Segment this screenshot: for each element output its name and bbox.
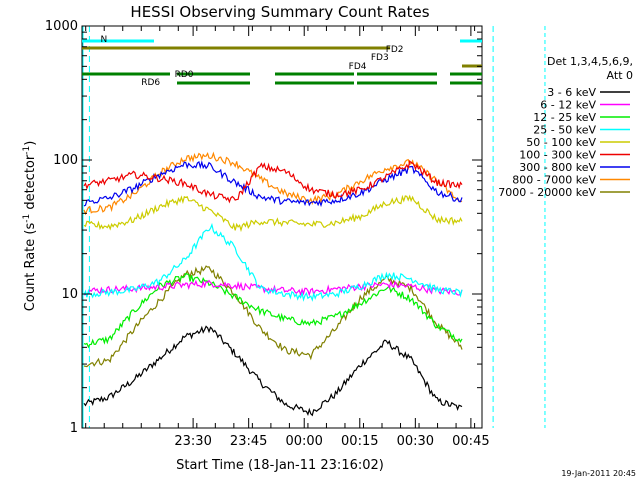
legend-entry-label: 800 - 7000 keV — [512, 174, 596, 187]
y-tick-label: 1 — [70, 421, 78, 436]
y-tick-label: 100 — [53, 153, 78, 168]
legend-entry-label: 300 - 800 keV — [519, 161, 596, 174]
legend-entry-label: 12 - 25 keV — [533, 111, 596, 124]
y-tick-label: 1000 — [45, 19, 78, 34]
series-line — [83, 325, 463, 417]
x-tick-label: 00:45 — [452, 434, 489, 449]
x-tick-label: 00:15 — [341, 434, 378, 449]
flag-label: FD2 — [386, 45, 404, 55]
flag-label: RD6 — [141, 78, 160, 88]
x-axis: 23:30 23:45 00:00 00:15 00:30 00:45 — [85, 26, 490, 449]
flag-label: N — [101, 35, 108, 45]
flag-label: FD4 — [349, 62, 367, 72]
series-line — [83, 151, 463, 216]
chart-title: HESSI Observing Summary Count Rates — [130, 3, 429, 21]
series-line — [83, 194, 463, 233]
x-axis-label: Start Time (18-Jan-11 23:16:02) — [176, 458, 384, 473]
series-line — [83, 265, 463, 368]
flag-label: FD3 — [371, 53, 389, 63]
x-tick-label: 23:45 — [230, 434, 267, 449]
legend-entry-label: 6 - 12 keV — [540, 99, 596, 112]
legend-entry-label: 25 - 50 keV — [533, 124, 596, 137]
series-line — [83, 222, 463, 302]
series-line — [83, 159, 463, 204]
flag-label: RD0 — [175, 70, 194, 80]
series-line — [83, 272, 463, 349]
legend-entry-label: 3 - 6 keV — [547, 86, 596, 99]
legend-entry-label: 7000 - 20000 keV — [498, 186, 596, 199]
legend-entry-label: 100 - 300 keV — [519, 149, 596, 162]
x-tick-label: 23:30 — [174, 434, 211, 449]
y-axis-label: Count Rate (s-1 detector-1) — [22, 141, 38, 312]
y-axis: 1 10 100 1000 — [45, 19, 482, 436]
x-tick-label: 00:00 — [285, 434, 322, 449]
x-tick-label: 00:30 — [397, 434, 434, 449]
series-lines — [83, 151, 463, 417]
night-boundaries — [82, 26, 546, 428]
series-line — [83, 160, 463, 208]
legend-header-attenuator: Att 0 — [607, 69, 633, 82]
plot-frame — [81, 25, 483, 429]
legend-entry-label: 50 - 100 keV — [526, 136, 596, 149]
plot-timestamp: 19-Jan-2011 20:45 — [561, 469, 636, 478]
legend-header-detectors: Det 1,3,4,5,6,9, — [547, 55, 633, 68]
y-tick-label: 10 — [61, 287, 78, 302]
